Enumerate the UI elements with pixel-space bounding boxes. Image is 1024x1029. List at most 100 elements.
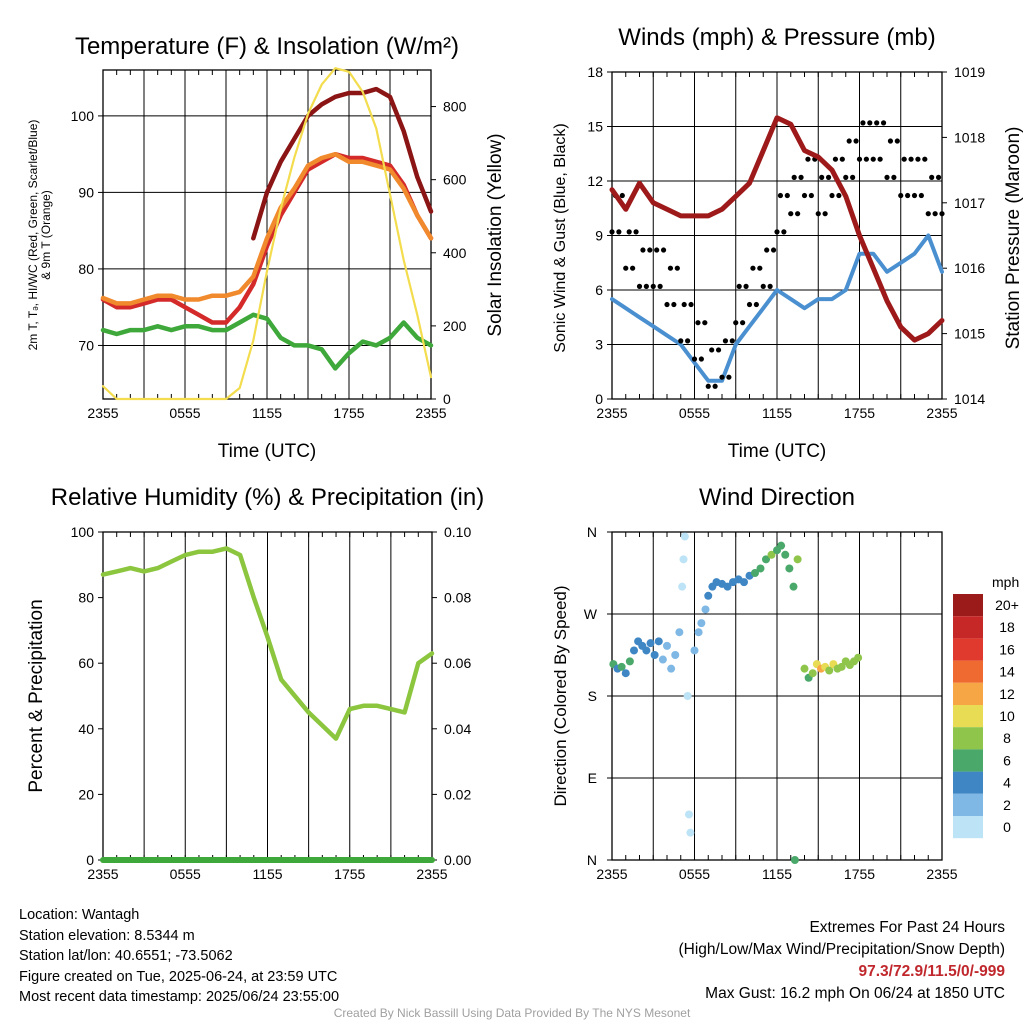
wdir-point (667, 664, 676, 673)
wdir-point (767, 550, 776, 559)
wind-gust-point (733, 320, 739, 326)
wind-gust-point (929, 174, 935, 180)
wind-gust-point (798, 174, 804, 180)
rh-series-humidity (100, 546, 435, 741)
wind-gust-point (915, 156, 921, 162)
wind-gust-point (863, 156, 869, 162)
wind-gust-point (722, 338, 729, 344)
wdir-point (694, 628, 703, 637)
wind-gust-point (695, 320, 701, 326)
wdir-point (621, 669, 630, 678)
wind-gust-point (777, 192, 784, 199)
wind-series-pressure (609, 115, 945, 343)
wind-gust-point (726, 374, 732, 380)
wdir-x-tick-label: 2355 (926, 866, 957, 882)
wdir-point (690, 646, 699, 655)
wdir-point (704, 591, 713, 600)
rh-y2-tick-label: 0.00 (444, 852, 471, 868)
legend-swatch (953, 638, 983, 661)
rh-y2-tick-label: 0.08 (444, 590, 471, 606)
wind-gust-point (911, 192, 918, 199)
wdir-point (646, 639, 655, 648)
wind-gust-point (825, 174, 832, 180)
temp-y-label-1: 2m T, Tₔ, HI/WC (Red, Green, Scarlet/Blu… (26, 120, 40, 351)
rh-y-tick-label: 20 (78, 786, 94, 802)
wind-gust-point (781, 229, 787, 235)
wind-gust-point (691, 356, 698, 362)
wind-gust-point (664, 301, 670, 308)
wdir-point (701, 605, 710, 614)
wind-gust-point (819, 174, 825, 180)
temp-x-tick-label: 1155 (252, 405, 282, 421)
wdir-point (854, 653, 863, 662)
temp-y-tick-label: 70 (78, 337, 94, 353)
rh-title: Relative Humidity (%) & Precipitation (i… (51, 484, 484, 511)
rh-y-tick-label: 0 (86, 852, 94, 868)
wind-gust-point (877, 156, 883, 162)
wind-gust-point (674, 265, 680, 271)
wind-gust-point (643, 283, 649, 289)
wdir-point (680, 532, 689, 541)
wind-gust-point (740, 320, 746, 326)
rh-x-tick-label: 0555 (170, 866, 201, 882)
wind-gust-point (636, 283, 643, 289)
wind-y2-tick-label: 1018 (954, 129, 985, 145)
wind-gust-point (702, 320, 708, 326)
wind-gust-point (753, 301, 759, 308)
wdir-point (790, 856, 799, 864)
wind-gust-point (633, 229, 639, 235)
wind-gust-point (932, 211, 938, 217)
wdir-point (671, 651, 680, 659)
wdir-point (800, 664, 809, 673)
wind-gust-point (815, 211, 821, 217)
temp-x-tick-label: 2355 (415, 405, 446, 421)
temp-x-tick-label: 1755 (333, 405, 364, 421)
wind-gust-point (647, 247, 653, 253)
wdir-title: Wind Direction (699, 484, 855, 511)
wdir-point (658, 655, 667, 664)
wdir-point (756, 564, 765, 573)
rh-y-tick-label: 60 (78, 655, 94, 671)
wind-gust-point (822, 211, 828, 217)
rh-y-tick-label: 40 (78, 721, 94, 737)
recent-text: Most recent data timestamp: 2025/06/24 2… (19, 989, 340, 1005)
wind-gust-point (839, 156, 845, 162)
created-text: Figure created on Tue, 2025-06-24, at 23… (19, 968, 338, 985)
wind-gust-point (850, 174, 856, 180)
wind-y-tick-label: 12 (587, 173, 603, 189)
wdir-point (723, 582, 732, 591)
wdir-x-tick-label: 1155 (762, 866, 792, 882)
wdir-point (825, 666, 834, 675)
temp-y2-tick-label: 800 (443, 99, 467, 115)
wind-gust-point (657, 283, 663, 289)
max-gust-text: Max Gust: 16.2 mph On 06/24 at 1850 UTC (705, 985, 1005, 1002)
wind-x-tick-label: 0555 (679, 405, 710, 421)
wind-gust-point (770, 247, 777, 253)
wind-gust-point (891, 174, 897, 180)
location-text: Location: Wantagh (19, 907, 140, 923)
extremes-values: 97.3/72.9/11.5/0/-999 (858, 963, 1005, 980)
legend-label: 4 (1003, 775, 1011, 791)
wdir-point (740, 578, 748, 587)
wdir-point (675, 628, 684, 637)
wind-gust-point (867, 120, 873, 126)
wdir-point (679, 555, 688, 564)
wdir-point (785, 564, 794, 573)
legend-swatch (953, 682, 983, 705)
wind-x-tick-label: 2355 (926, 405, 957, 421)
wind-y2-tick-label: 1014 (954, 391, 985, 407)
wind-gust-point (922, 156, 928, 162)
wind-gust-point (791, 174, 797, 180)
legend-label: 14 (999, 664, 1015, 680)
wind-gust-point (767, 283, 773, 289)
legend-label: 20+ (995, 597, 1019, 613)
wdir-point (625, 657, 634, 666)
wind-frame (611, 71, 943, 400)
wdir-point (777, 541, 786, 550)
wdir-point (697, 619, 706, 628)
wind-gust-point (918, 192, 924, 199)
wind-gust-point (616, 229, 622, 235)
wind-gust-point (760, 283, 766, 289)
